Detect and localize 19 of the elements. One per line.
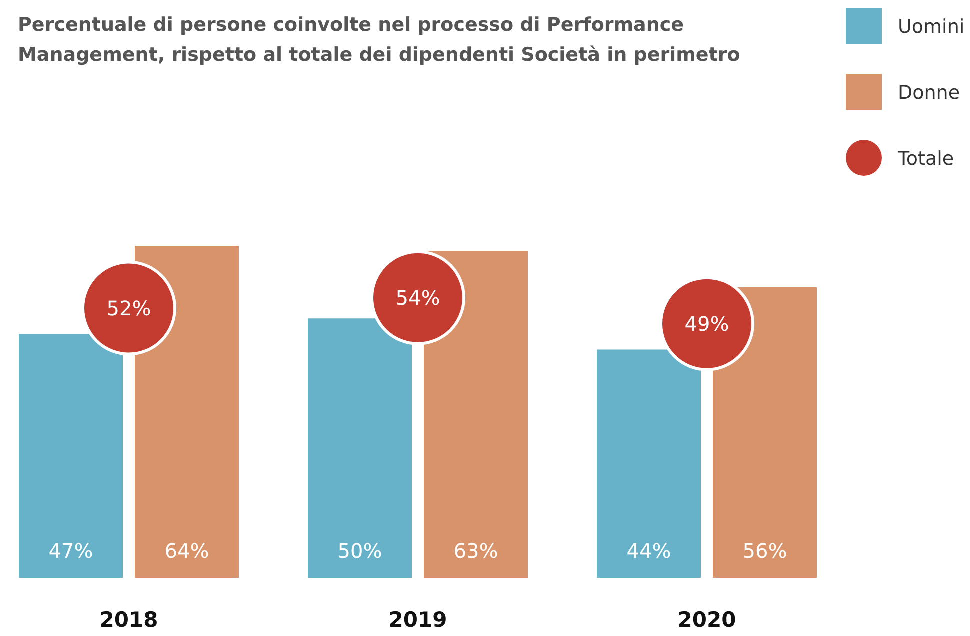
- data-label: 56%: [742, 539, 788, 563]
- data-label: 64%: [164, 539, 210, 563]
- data-label: 54%: [396, 286, 440, 310]
- bar: [308, 318, 412, 578]
- legend-label: Donne: [898, 82, 960, 104]
- data-label: 52%: [106, 296, 152, 320]
- bar: [597, 350, 701, 578]
- data-label: 63%: [454, 539, 498, 563]
- bar: [19, 334, 123, 578]
- legend-label: Uomini: [898, 16, 965, 38]
- data-label: 50%: [338, 539, 382, 563]
- data-label: 47%: [48, 539, 94, 563]
- data-label: 49%: [684, 312, 730, 336]
- x-tick-label: 2019: [388, 608, 448, 632]
- data-label: 44%: [626, 539, 672, 563]
- legend-label: Totale: [897, 148, 954, 170]
- x-tick-label: 2020: [678, 608, 736, 632]
- chart-title: Percentuale di persone coinvolte nel processo di Performance Management, rispetto al totale dei dipendenti Società in perimetro: [18, 14, 740, 66]
- x-tick-label: 2018: [100, 608, 158, 632]
